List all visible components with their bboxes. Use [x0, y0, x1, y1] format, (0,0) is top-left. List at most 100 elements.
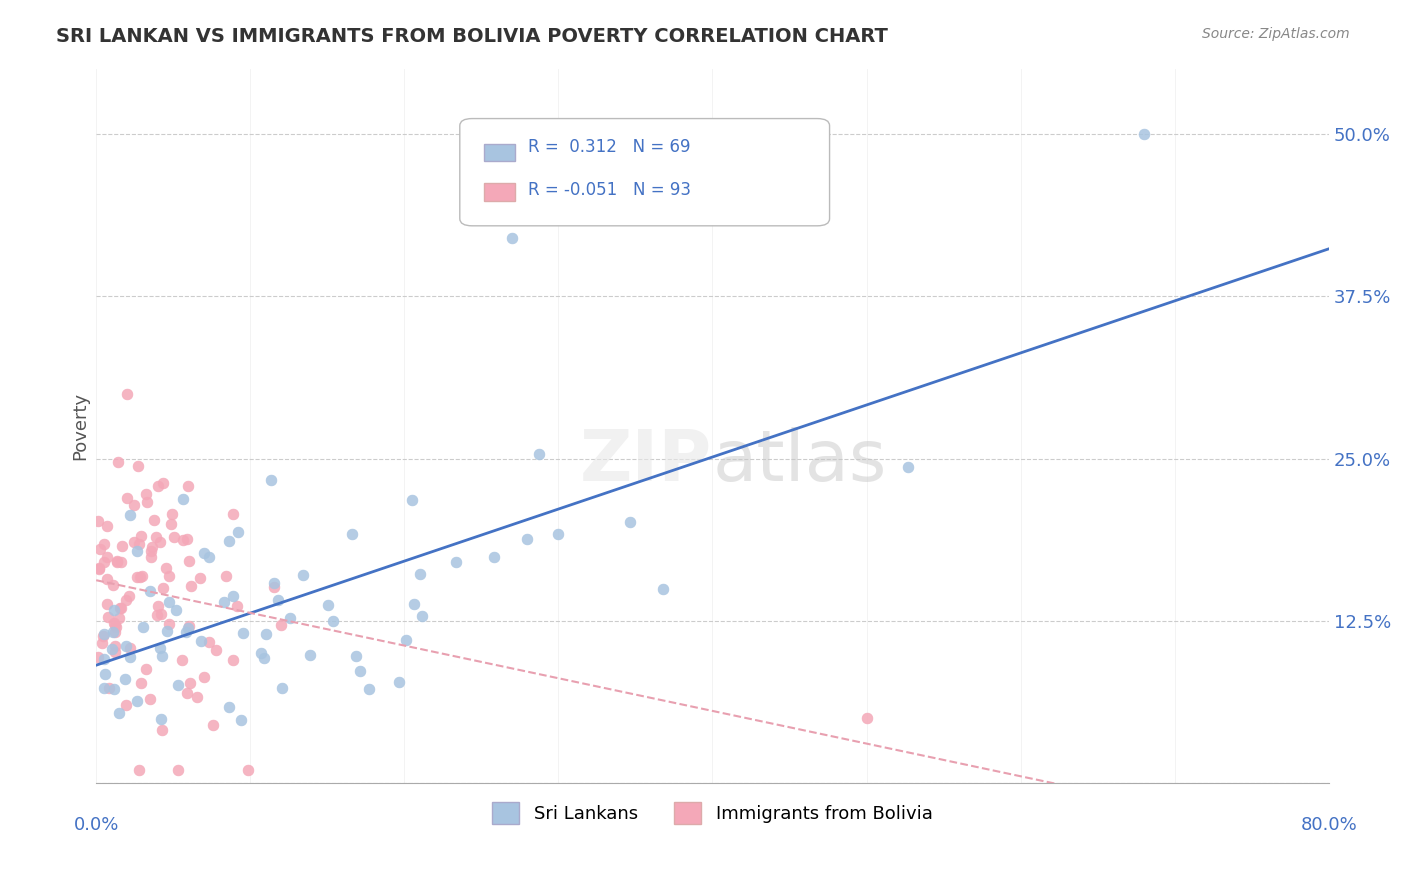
Point	[107, 554, 129, 568]
Point	[103, 616, 125, 631]
Point	[103, 603, 125, 617]
Point	[340, 527, 363, 541]
Point	[229, 713, 252, 727]
Point	[94, 667, 117, 681]
Point	[127, 694, 149, 708]
Point	[411, 608, 433, 623]
Point	[218, 699, 240, 714]
Point	[516, 532, 538, 546]
Point	[118, 649, 141, 664]
Point	[129, 570, 152, 584]
Point	[122, 498, 145, 512]
Point	[115, 386, 138, 401]
Point	[97, 609, 120, 624]
Point	[179, 554, 201, 568]
Point	[198, 549, 221, 564]
Point	[93, 652, 115, 666]
Point	[89, 562, 111, 576]
Bar	[485, 144, 515, 161]
Point	[104, 620, 127, 634]
Point	[120, 640, 142, 655]
Point	[316, 598, 339, 612]
Point	[160, 516, 183, 531]
Point	[897, 459, 920, 474]
Point	[298, 648, 321, 662]
Point	[444, 555, 467, 569]
Text: R =  0.312   N = 69: R = 0.312 N = 69	[527, 138, 690, 156]
Point	[177, 479, 200, 493]
Point	[253, 651, 276, 665]
Point	[89, 542, 111, 557]
Text: 80.0%: 80.0%	[1301, 815, 1357, 834]
Point	[87, 560, 110, 574]
Point	[103, 624, 125, 639]
Point	[190, 571, 212, 585]
Point	[104, 639, 127, 653]
Point	[160, 507, 183, 521]
Point	[93, 627, 115, 641]
Point	[152, 581, 174, 595]
Point	[101, 578, 124, 592]
Point	[157, 595, 180, 609]
Point	[263, 581, 285, 595]
FancyBboxPatch shape	[460, 119, 830, 226]
Point	[167, 764, 190, 778]
Point	[527, 446, 550, 460]
Point	[155, 561, 177, 575]
Point	[150, 648, 173, 663]
Point	[226, 524, 249, 539]
Point	[270, 681, 292, 695]
Point	[163, 530, 186, 544]
Point	[114, 698, 136, 712]
Point	[149, 535, 172, 549]
Point	[111, 539, 134, 553]
Point	[322, 615, 344, 629]
Text: 0.0%: 0.0%	[73, 815, 120, 834]
Point	[136, 495, 159, 509]
Point	[501, 230, 523, 244]
Point	[146, 599, 169, 613]
Point	[93, 681, 115, 695]
Point	[172, 492, 194, 507]
Point	[165, 603, 187, 617]
Point	[124, 535, 146, 549]
Point	[344, 648, 367, 663]
Point	[131, 568, 153, 582]
Point	[263, 575, 285, 590]
Point	[408, 566, 430, 581]
Bar	[485, 183, 515, 201]
Point	[110, 555, 132, 569]
Point	[100, 641, 122, 656]
Point	[115, 491, 138, 505]
Point	[652, 582, 675, 596]
Point	[146, 479, 169, 493]
Point	[404, 597, 426, 611]
Point	[127, 458, 149, 473]
Point	[250, 646, 273, 660]
Point	[619, 515, 641, 529]
Point	[1133, 127, 1156, 141]
Point	[132, 619, 155, 633]
Point	[212, 595, 235, 609]
Point	[93, 537, 115, 551]
Point	[179, 676, 201, 690]
Point	[547, 526, 569, 541]
Point	[186, 690, 208, 705]
Point	[105, 555, 128, 569]
Point	[115, 639, 138, 653]
Point	[96, 572, 118, 586]
Point	[142, 513, 165, 527]
Text: atlas: atlas	[713, 427, 887, 496]
Point	[180, 579, 202, 593]
Point	[225, 599, 247, 613]
Point	[96, 597, 118, 611]
Point	[190, 634, 212, 648]
Point	[280, 611, 302, 625]
Point	[193, 670, 215, 684]
Point	[215, 569, 238, 583]
Point	[125, 544, 148, 558]
Text: SRI LANKAN VS IMMIGRANTS FROM BOLIVIA POVERTY CORRELATION CHART: SRI LANKAN VS IMMIGRANTS FROM BOLIVIA PO…	[56, 27, 889, 45]
Point	[218, 534, 240, 549]
Point	[146, 608, 169, 623]
Point	[108, 601, 131, 615]
